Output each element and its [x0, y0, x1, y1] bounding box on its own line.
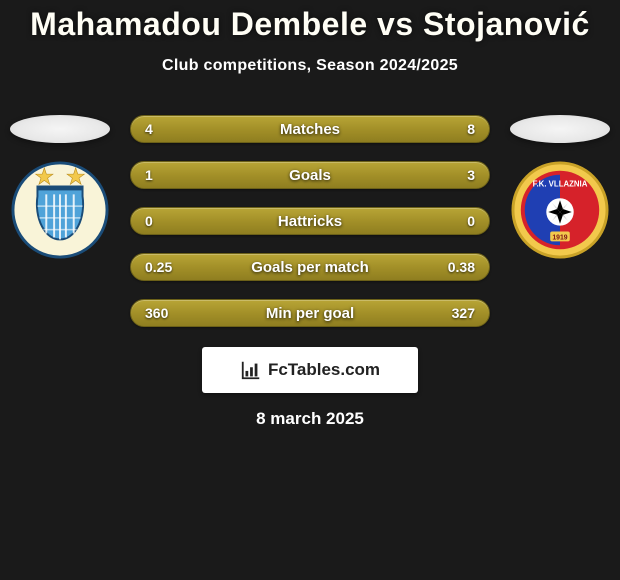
stat-left-value: 360	[145, 305, 181, 321]
stat-label: Goals	[131, 167, 489, 184]
tirana-badge-icon	[11, 161, 109, 259]
stat-right-value: 8	[439, 121, 475, 137]
svg-text:F.K. VLLAZNIA: F.K. VLLAZNIA	[533, 179, 588, 188]
stat-label: Hattricks	[131, 213, 489, 230]
stat-row: 0 Hattricks 0	[130, 207, 490, 235]
stat-right-value: 3	[439, 167, 475, 183]
stat-row: 4 Matches 8	[130, 115, 490, 143]
svg-text:1919: 1919	[552, 234, 567, 241]
date-text: 8 march 2025	[0, 409, 620, 429]
stat-right-value: 0.38	[439, 259, 475, 275]
page-title: Mahamadou Dembele vs Stojanović	[0, 0, 620, 43]
vllaznia-badge-icon: F.K. VLLAZNIA 1919	[511, 161, 609, 259]
stat-right-value: 0	[439, 213, 475, 229]
brand-text: FcTables.com	[268, 360, 380, 380]
stat-left-value: 1	[145, 167, 181, 183]
stat-row: 0.25 Goals per match 0.38	[130, 253, 490, 281]
stat-rows: 4 Matches 8 1 Goals 3 0 Hattricks 0 0.25…	[130, 115, 490, 345]
stat-label: Matches	[131, 121, 489, 138]
left-player-halo	[10, 115, 110, 143]
brand-box: FcTables.com	[202, 347, 418, 393]
right-player-halo	[510, 115, 610, 143]
left-club-badge	[11, 161, 109, 259]
stat-row: 360 Min per goal 327	[130, 299, 490, 327]
stat-left-value: 4	[145, 121, 181, 137]
stat-left-value: 0	[145, 213, 181, 229]
stat-row: 1 Goals 3	[130, 161, 490, 189]
right-club-badge: F.K. VLLAZNIA 1919	[511, 161, 609, 259]
chart-icon	[240, 359, 262, 381]
stat-label: Min per goal	[131, 305, 489, 322]
stat-right-value: 327	[439, 305, 475, 321]
stat-label: Goals per match	[131, 259, 489, 276]
stat-left-value: 0.25	[145, 259, 181, 275]
subtitle: Club competitions, Season 2024/2025	[0, 57, 620, 75]
